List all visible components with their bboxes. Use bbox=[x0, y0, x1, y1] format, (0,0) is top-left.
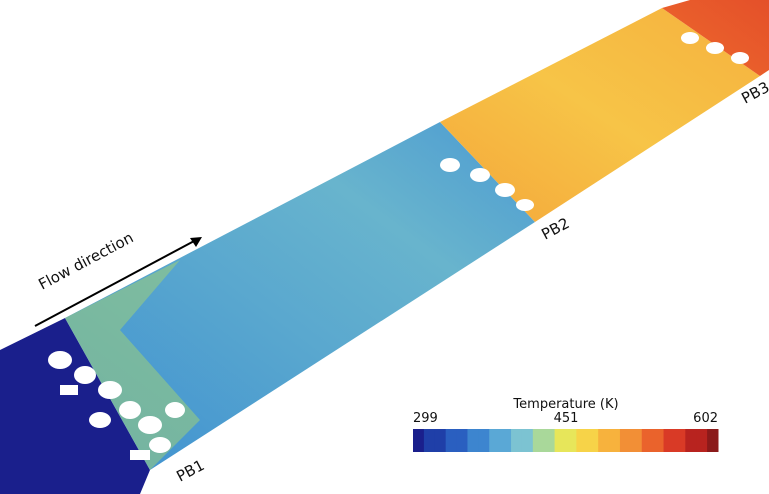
colorbar-swatch bbox=[533, 429, 544, 452]
colorbar-title: Temperature (K) bbox=[512, 397, 618, 412]
colorbar-swatch bbox=[489, 429, 500, 452]
colorbar-swatch bbox=[642, 429, 653, 452]
colorbar-swatch bbox=[424, 429, 435, 452]
colorbar-swatch bbox=[620, 429, 631, 452]
colorbar-swatch bbox=[631, 429, 642, 452]
colorbar-swatch bbox=[544, 429, 555, 452]
colorbar-swatch bbox=[696, 429, 707, 452]
section-label: PB2 bbox=[538, 214, 572, 243]
section-label: PB1 bbox=[173, 456, 207, 485]
colorbar-swatch bbox=[522, 429, 533, 452]
colorbar-tick-label: 451 bbox=[554, 411, 579, 426]
colorbar-swatch bbox=[500, 429, 511, 452]
page: {"annotation": "Flow direction", "sectio… bbox=[0, 0, 769, 494]
colorbar-tick-label: 299 bbox=[413, 411, 438, 426]
colorbar-swatch bbox=[674, 429, 685, 452]
flow-label: Flow direction bbox=[35, 228, 136, 293]
colorbar-swatch bbox=[566, 429, 577, 452]
colorbar: Temperature (K) 299 451 602 bbox=[413, 397, 719, 452]
colorbar-swatch bbox=[435, 429, 446, 452]
colorbar-swatch bbox=[576, 429, 587, 452]
colorbar-swatch bbox=[413, 429, 424, 452]
colorbar-swatch bbox=[467, 429, 478, 452]
colorbar-tick-label: 602 bbox=[693, 411, 718, 426]
colorbar-swatch bbox=[598, 429, 609, 452]
colorbar-swatch bbox=[609, 429, 620, 452]
colorbar-swatch bbox=[478, 429, 489, 452]
colorbar-swatch bbox=[685, 429, 696, 452]
colorbar-swatch bbox=[707, 429, 718, 452]
colorbar-swatch bbox=[555, 429, 566, 452]
scene: Flow direction PB1 PB2 PB3 Temperature (… bbox=[0, 0, 769, 494]
colorbar-swatch bbox=[664, 429, 675, 452]
colorbar-swatch bbox=[511, 429, 522, 452]
colorbar-swatch bbox=[653, 429, 664, 452]
colorbar-swatch bbox=[587, 429, 598, 452]
colorbar-swatch bbox=[457, 429, 468, 452]
colorbar-swatch bbox=[446, 429, 457, 452]
